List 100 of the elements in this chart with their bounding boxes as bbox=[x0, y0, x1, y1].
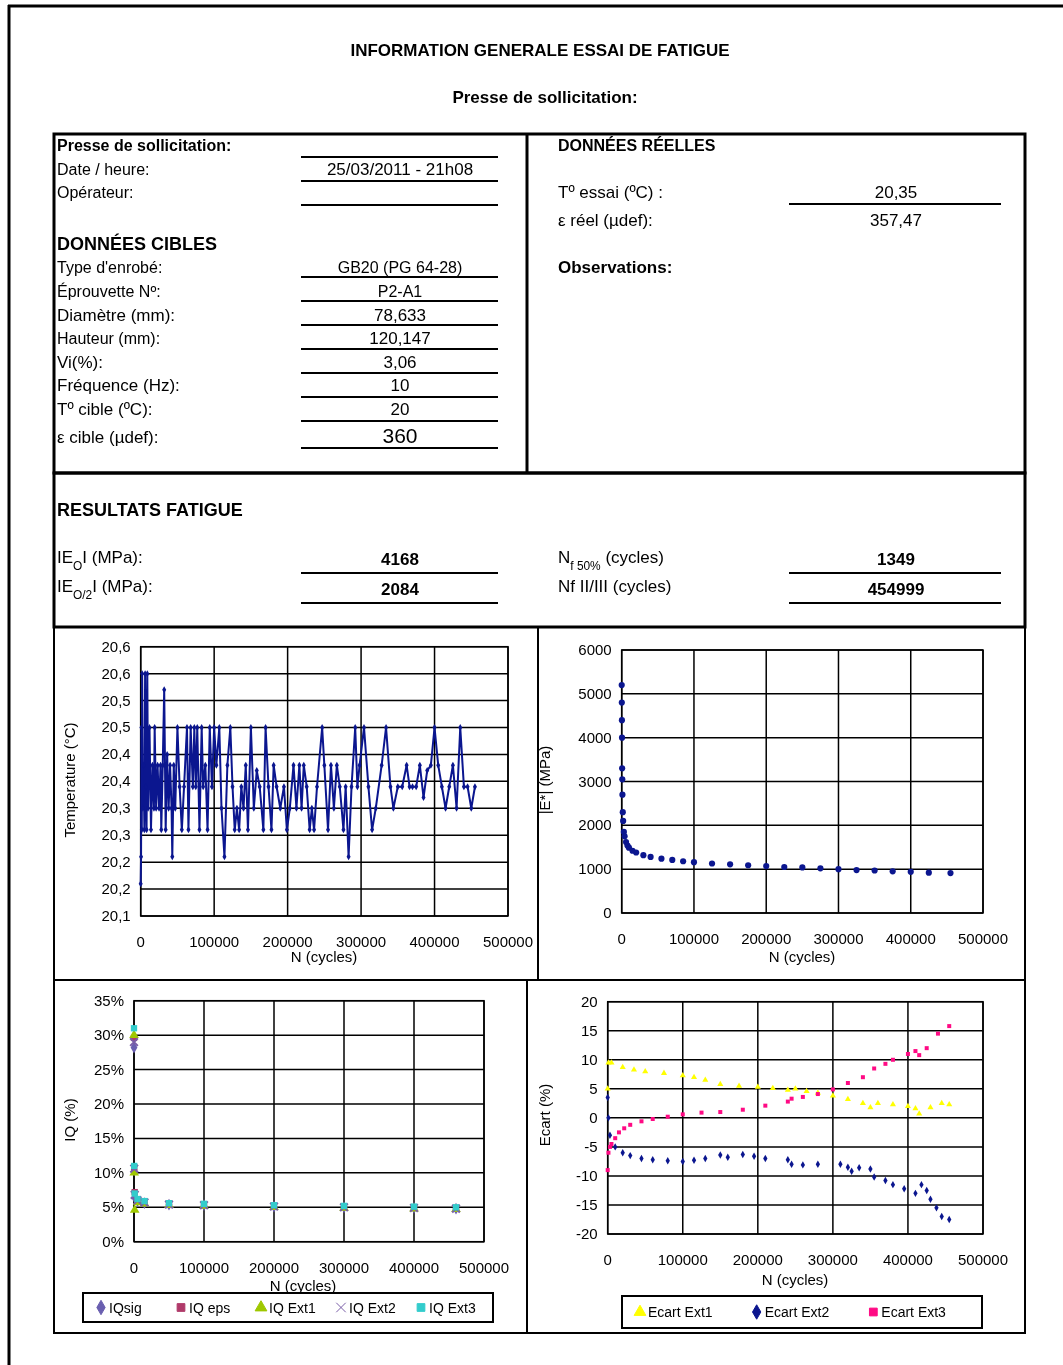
y-tick-label: -10 bbox=[576, 1166, 598, 1184]
text: 4168 bbox=[381, 550, 419, 569]
x-tick-label: 200000 bbox=[732, 1251, 783, 1268]
x-tick-label: 500000 bbox=[482, 933, 534, 950]
y-tick-label: 25% bbox=[93, 1060, 124, 1078]
y-tick-label: 20 bbox=[581, 992, 598, 1010]
legend-label: Ecart Ext2 bbox=[764, 1304, 830, 1320]
text: IE$_{O/2}$I (MPa): bbox=[57, 577, 153, 602]
text: ε réel (µdef): bbox=[558, 211, 653, 230]
x-tick-label: 300000 bbox=[813, 930, 864, 947]
x-tick-label: 400000 bbox=[409, 933, 460, 950]
y-tick-label: 20,3 bbox=[101, 799, 131, 817]
y-tick-label: 0 bbox=[589, 1108, 598, 1126]
text: Hauteur (mm): bbox=[57, 330, 161, 347]
text: Fréquence (Hz): bbox=[57, 376, 180, 395]
text: Type d'enrobé: bbox=[57, 259, 163, 276]
legend-label: IQ eps bbox=[189, 1299, 231, 1316]
y-tick-label: 20,5 bbox=[101, 718, 131, 736]
y-tick-label: 0 bbox=[603, 904, 612, 921]
text: N$_{f 50%}$ (cycles) bbox=[558, 548, 664, 573]
y-tick-label: 20,1 bbox=[101, 907, 131, 924]
y-tick-label: 20,4 bbox=[101, 772, 131, 790]
x-axis-title: N (cycles) bbox=[768, 948, 836, 965]
y-tick-label: 20,5 bbox=[101, 691, 131, 709]
y-tick-label: 15 bbox=[581, 1021, 598, 1039]
x-tick-label: 500000 bbox=[957, 1251, 1009, 1268]
text: Observations: bbox=[558, 258, 673, 277]
text: Opérateur: bbox=[57, 184, 134, 201]
text: Tº cible (ºC): bbox=[57, 400, 153, 419]
y-tick-label: 20,4 bbox=[101, 745, 131, 763]
text: Vi(%): bbox=[57, 353, 103, 372]
y-axis-title: |E*| (MPa) bbox=[536, 745, 553, 815]
text: 120,147 bbox=[369, 329, 431, 348]
x-axis-title: N (cycles) bbox=[290, 948, 358, 965]
y-axis-title: Temperature (°C) bbox=[61, 722, 78, 838]
text: 10 bbox=[390, 376, 410, 395]
y-tick-label: 5 bbox=[589, 1079, 598, 1097]
text: IE$_{O}$I (MPa): bbox=[57, 548, 143, 573]
legend-label: IQ Ext1 bbox=[269, 1299, 316, 1316]
text: P2-A1 bbox=[377, 283, 423, 300]
text: Presse de sollicitation: bbox=[452, 88, 638, 107]
legend-label: IQsig bbox=[109, 1299, 142, 1316]
y-tick-label: 30% bbox=[93, 1026, 124, 1044]
y-tick-label: 20,6 bbox=[101, 664, 131, 682]
text: DONNÉES RÉELLES bbox=[558, 136, 716, 154]
y-tick-label: 4000 bbox=[578, 728, 612, 746]
y-tick-label: -15 bbox=[576, 1195, 598, 1213]
x-tick-label: 200000 bbox=[248, 1258, 300, 1276]
x-tick-label: 400000 bbox=[885, 930, 936, 947]
text: 78,633 bbox=[374, 306, 426, 325]
text: 25/03/2011 - 21h08 bbox=[326, 160, 474, 179]
x-tick-label: 400000 bbox=[388, 1258, 440, 1276]
text: RESULTATS FATIGUE bbox=[57, 500, 243, 520]
y-tick-label: -20 bbox=[576, 1225, 598, 1242]
x-tick-label: 100000 bbox=[668, 930, 719, 947]
text: Diamètre (mm): bbox=[57, 306, 176, 325]
text: 20,35 bbox=[874, 183, 918, 202]
x-tick-label: 0 bbox=[136, 933, 145, 950]
y-axis-title: IQ (%) bbox=[61, 1098, 78, 1142]
x-tick-label: 0 bbox=[617, 930, 626, 947]
text: Tº essai (ºC) : bbox=[558, 183, 663, 202]
text: DONNÉES CIBLES bbox=[57, 233, 218, 254]
text: Presse de sollicitation: bbox=[57, 137, 232, 154]
text: 20 bbox=[390, 400, 410, 419]
text: 454999 bbox=[867, 580, 925, 599]
y-tick-label: 5000 bbox=[578, 684, 612, 702]
y-tick-label: 6000 bbox=[578, 641, 612, 658]
legend-label: Ecart Ext3 bbox=[881, 1304, 947, 1320]
text: 360 bbox=[382, 424, 418, 447]
x-axis-title: N (cycles) bbox=[761, 1271, 829, 1288]
y-tick-label: 20,6 bbox=[101, 637, 131, 655]
y-axis-title: Ecart (%) bbox=[536, 1083, 553, 1147]
y-tick-label: 0% bbox=[102, 1232, 124, 1250]
text: 3,06 bbox=[383, 353, 417, 372]
x-tick-label: 200000 bbox=[741, 930, 792, 947]
x-tick-label: 100000 bbox=[189, 933, 240, 950]
text: Éprouvette Nº: bbox=[57, 282, 161, 300]
y-tick-label: 5% bbox=[102, 1198, 124, 1216]
text: ε cible (µdef): bbox=[57, 428, 159, 447]
x-tick-label: 100000 bbox=[178, 1258, 230, 1276]
y-tick-label: 10 bbox=[581, 1050, 598, 1068]
text: Nf II/III (cycles) bbox=[558, 577, 672, 596]
legend-label: Ecart Ext1 bbox=[648, 1304, 713, 1320]
text: 357,47 bbox=[870, 211, 922, 230]
y-tick-label: 10% bbox=[93, 1163, 124, 1181]
y-tick-label: 1000 bbox=[578, 860, 612, 878]
text: GB20 (PG 64-28) bbox=[337, 259, 463, 276]
y-tick-label: 20,2 bbox=[101, 853, 131, 871]
legend-label: IQ Ext3 bbox=[429, 1299, 476, 1316]
x-tick-label: 200000 bbox=[262, 933, 313, 950]
text: 2084 bbox=[381, 580, 420, 599]
y-tick-label: 20% bbox=[93, 1094, 124, 1112]
legend-label: IQ Ext2 bbox=[349, 1299, 396, 1316]
y-tick-label: 15% bbox=[93, 1129, 124, 1147]
text: INFORMATION GENERALE ESSAI DE FATIGUE bbox=[350, 41, 730, 60]
text: Date / heure: bbox=[57, 161, 150, 178]
x-tick-label: 300000 bbox=[336, 933, 387, 950]
x-axis-title: N (cycles) bbox=[269, 1277, 337, 1294]
x-tick-label: 500000 bbox=[458, 1258, 510, 1276]
y-tick-label: 3000 bbox=[578, 772, 612, 790]
